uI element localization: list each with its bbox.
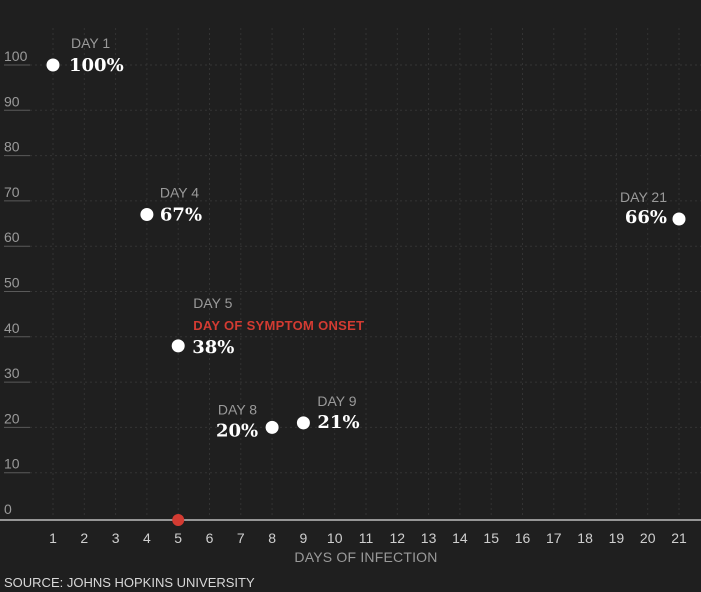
x-tick-label-18: 18 bbox=[577, 530, 593, 546]
data-point-day-21 bbox=[672, 212, 686, 226]
y-tick-label-10: 10 bbox=[4, 456, 20, 472]
x-axis: 1 2 3 4 5 6 7 8 9 10 11 12 13 14 15 16 17 18 19 20 21 bbox=[0, 519, 701, 546]
value-label-5: 38% bbox=[192, 337, 234, 358]
data-point-day-8 bbox=[265, 420, 279, 434]
x-tick-label-11: 11 bbox=[359, 530, 374, 546]
x-tick-label-8: 8 bbox=[268, 530, 276, 546]
x-tick-label-12: 12 bbox=[390, 530, 406, 546]
value-label-8: 20% bbox=[216, 420, 258, 441]
day-label-1: DAY 1 bbox=[71, 35, 110, 51]
x-tick-label-19: 19 bbox=[609, 530, 625, 546]
y-tick-label-40: 40 bbox=[4, 320, 20, 336]
data-point-day-9 bbox=[296, 416, 310, 430]
y-tick-label-30: 30 bbox=[4, 365, 20, 381]
x-tick-label-9: 9 bbox=[300, 530, 308, 546]
data-point-day-5 bbox=[171, 339, 185, 353]
y-tick-label-70: 70 bbox=[4, 184, 20, 200]
symptom-onset-annotation: DAY OF SYMPTOM ONSET bbox=[193, 318, 364, 333]
x-tick-label-10: 10 bbox=[327, 530, 343, 546]
x-axis-title: DAYS OF INFECTION bbox=[294, 549, 437, 565]
grid-lines bbox=[4, 28, 701, 518]
y-tick-label-20: 20 bbox=[4, 410, 20, 426]
y-tick-label-60: 60 bbox=[4, 229, 20, 245]
y-tick-label-50: 50 bbox=[4, 275, 20, 291]
x-tick-label-14: 14 bbox=[452, 530, 468, 546]
y-axis: 0 10 20 30 40 50 60 70 80 90 100 bbox=[4, 48, 28, 517]
x-tick-label-7: 7 bbox=[237, 530, 245, 546]
data-point-day-1 bbox=[46, 58, 60, 72]
day-label-4: DAY 4 bbox=[160, 184, 199, 200]
symptom-onset-marker bbox=[172, 514, 185, 526]
value-label-1: 100% bbox=[69, 55, 124, 76]
value-label-4: 67% bbox=[160, 204, 202, 225]
day-label-5: DAY 5 bbox=[193, 295, 232, 311]
x-tick-label-3: 3 bbox=[112, 530, 120, 546]
value-label-21: 66% bbox=[625, 207, 667, 228]
source-note: SOURCE: JOHNS HOPKINS UNIVERSITY bbox=[4, 575, 255, 590]
x-tick-label-13: 13 bbox=[421, 530, 437, 546]
y-tick-label-90: 90 bbox=[4, 93, 20, 109]
x-tick-label-20: 20 bbox=[640, 530, 656, 546]
y-tick-label-100: 100 bbox=[4, 48, 28, 64]
data-points: DAY 1 100% DAY 4 67% DAY 5 38% DAY OF SYMPTOM … bbox=[46, 35, 686, 526]
x-tick-label-17: 17 bbox=[546, 530, 562, 546]
data-point-day-4 bbox=[140, 207, 154, 221]
x-tick-label-6: 6 bbox=[206, 530, 214, 546]
x-tick-label-21: 21 bbox=[671, 530, 687, 546]
x-tick-label-4: 4 bbox=[143, 530, 151, 546]
day-label-21: DAY 21 bbox=[620, 189, 667, 205]
day-label-8: DAY 8 bbox=[218, 401, 257, 417]
y-tick-label-80: 80 bbox=[4, 139, 20, 155]
x-tick-label-5: 5 bbox=[174, 530, 182, 546]
x-tick-label-16: 16 bbox=[515, 530, 531, 546]
day-label-9: DAY 9 bbox=[317, 393, 356, 409]
x-tick-label-2: 2 bbox=[80, 530, 88, 546]
x-tick-label-15: 15 bbox=[483, 530, 499, 546]
x-tick-label-1: 1 bbox=[49, 530, 57, 546]
y-tick-label-0: 0 bbox=[4, 501, 12, 517]
value-label-9: 21% bbox=[317, 412, 359, 433]
